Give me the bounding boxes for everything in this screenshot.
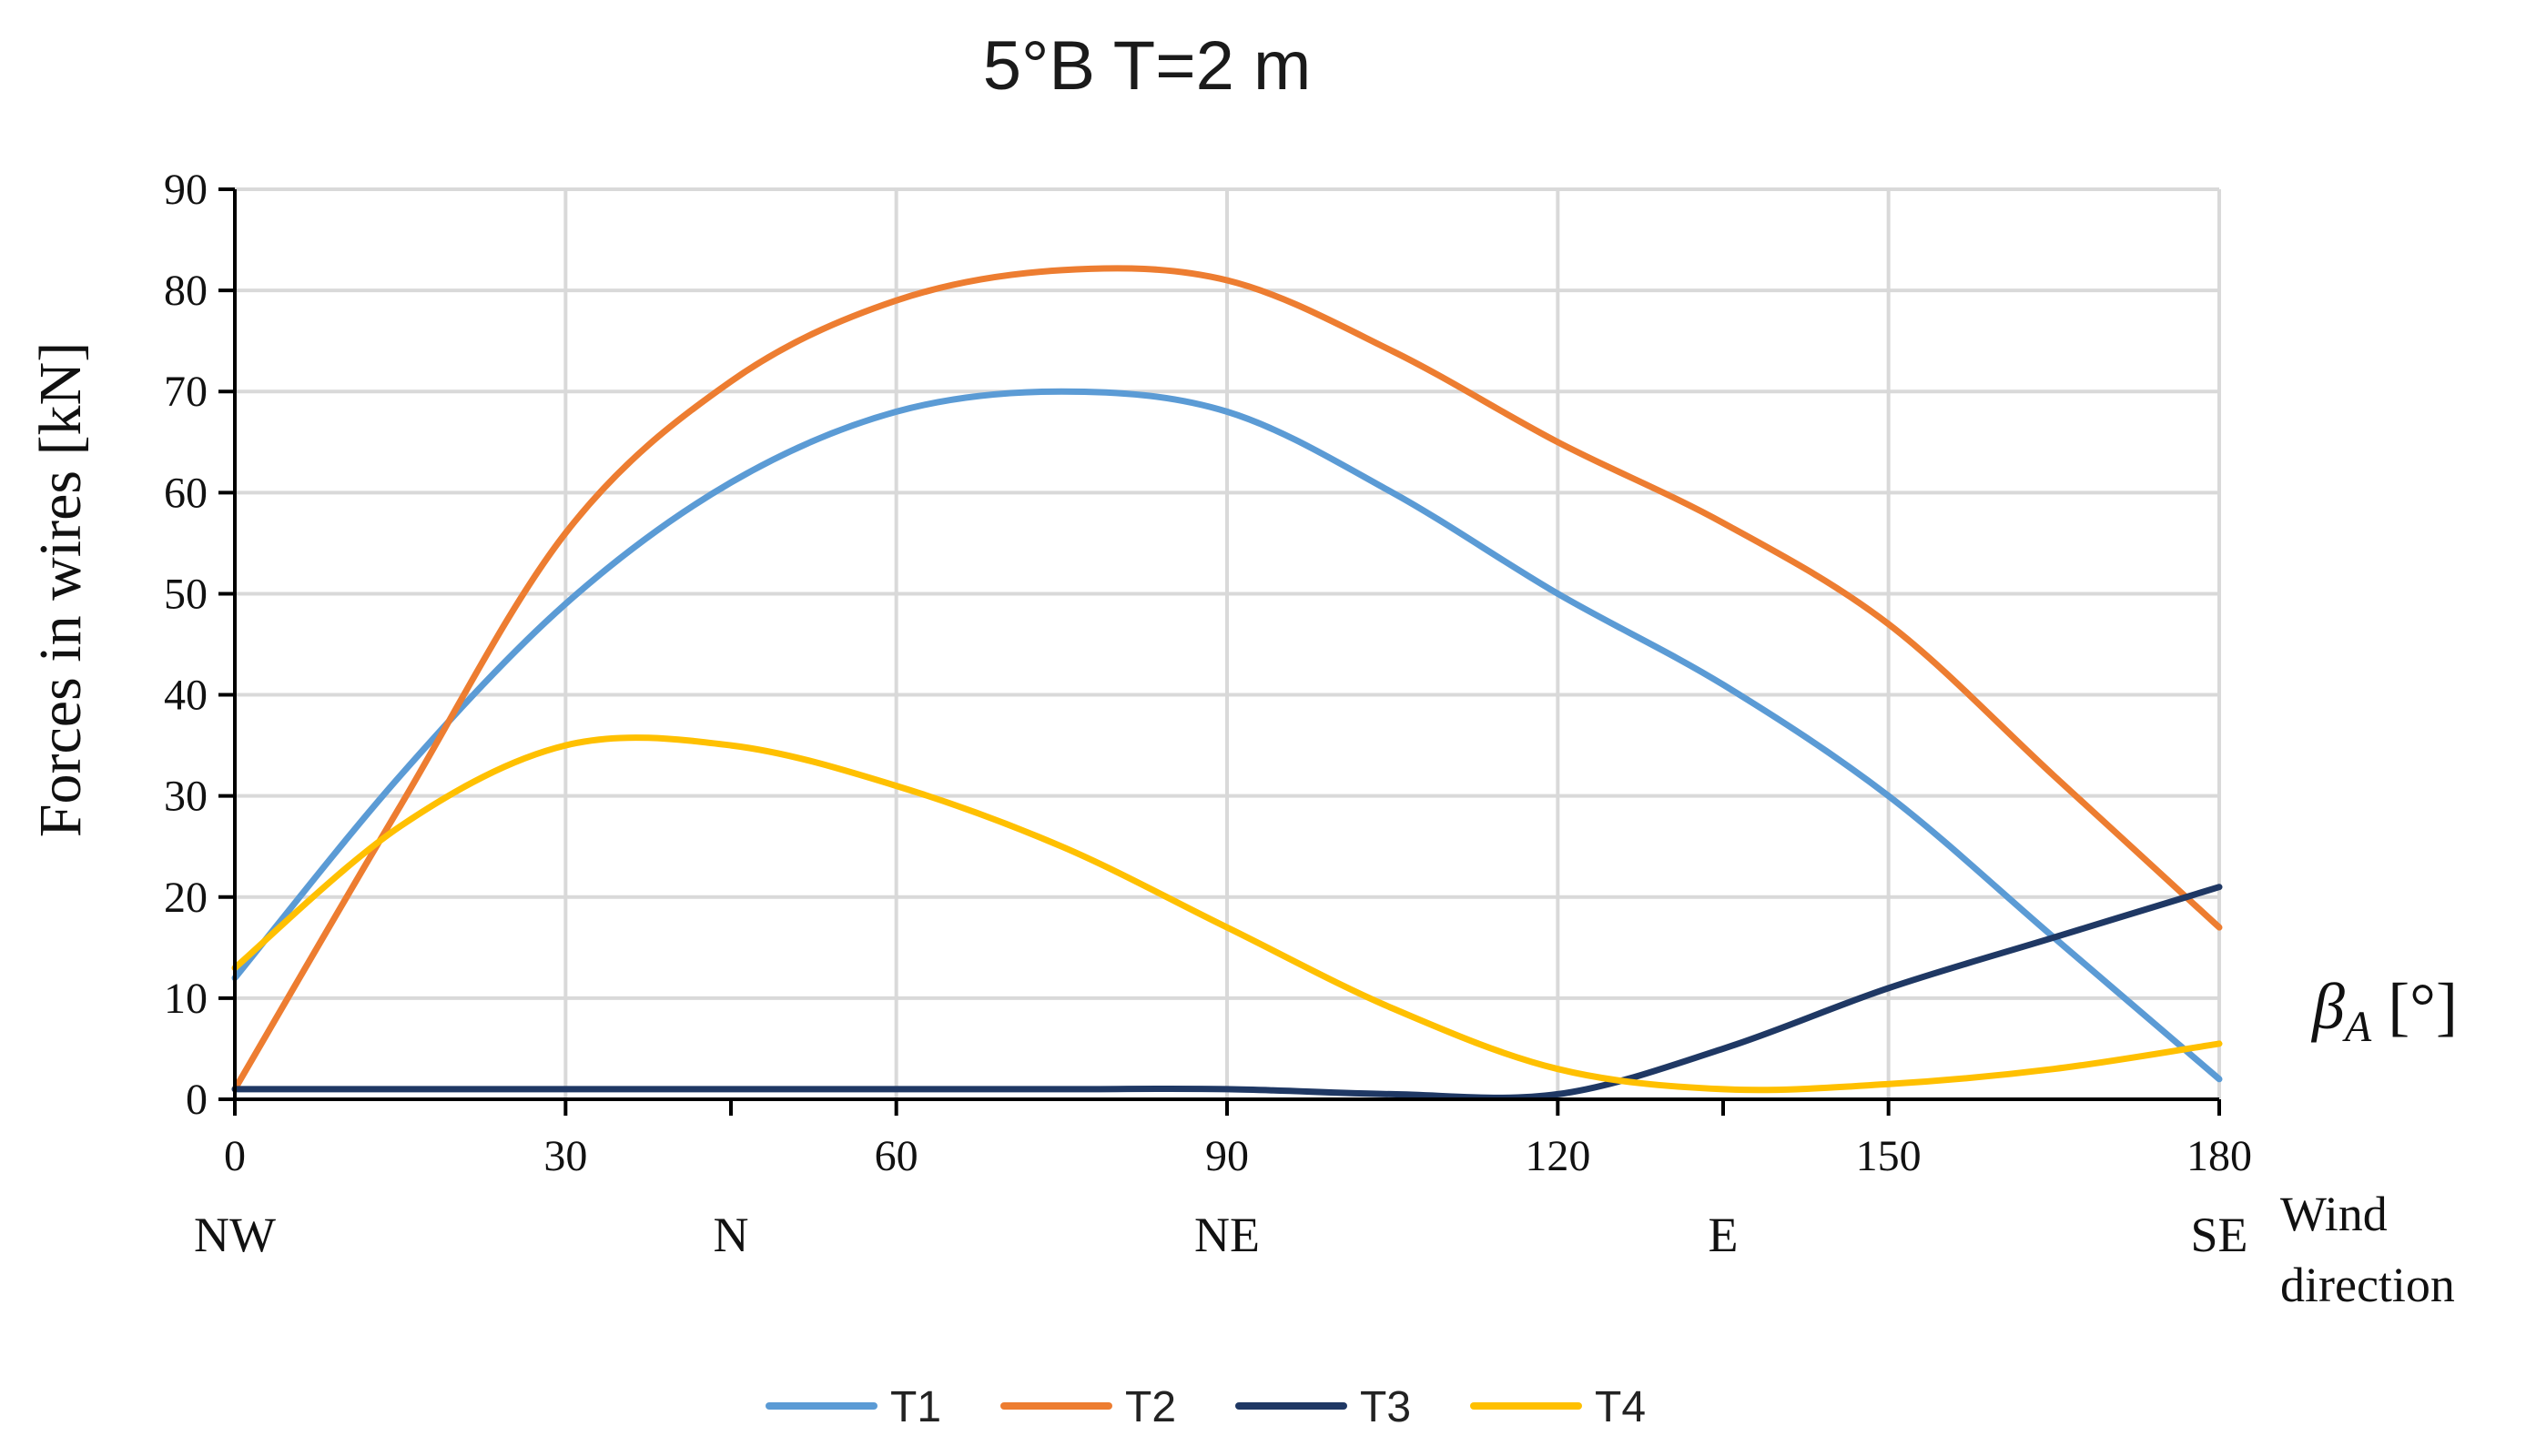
y-tick-label: 70 bbox=[164, 368, 208, 416]
x-axis-symbol: β bbox=[2310, 970, 2345, 1043]
y-tick-label: 20 bbox=[164, 874, 208, 922]
x-tick-label: 0 bbox=[224, 1132, 246, 1180]
y-tick-labels: 0 10 20 30 40 50 60 70 80 90 bbox=[164, 166, 208, 1124]
direction-labels: NW N NE E SE bbox=[194, 1208, 2248, 1262]
x-tick-label: 60 bbox=[875, 1132, 918, 1180]
series-line-t3 bbox=[231, 884, 2223, 1101]
y-tick-label: 10 bbox=[164, 975, 208, 1023]
x-axis-unit: [°] bbox=[2371, 970, 2458, 1043]
direction-label: E bbox=[1709, 1208, 1739, 1262]
direction-label: SE bbox=[2190, 1208, 2247, 1262]
legend: T1 T2 T3 T4 bbox=[766, 1383, 1646, 1431]
y-tick-label: 90 bbox=[164, 166, 208, 214]
direction-label: N bbox=[714, 1208, 749, 1262]
x-tick-label: 90 bbox=[1205, 1132, 1249, 1180]
direction-label: NW bbox=[194, 1208, 276, 1262]
x-axis-subscript: A bbox=[2342, 1003, 2372, 1051]
x-tick-label: 180 bbox=[2186, 1132, 2252, 1180]
y-tick-label: 40 bbox=[164, 672, 208, 720]
y-tick-label: 50 bbox=[164, 570, 208, 618]
axes bbox=[218, 187, 2221, 1116]
series-line-t1 bbox=[231, 388, 2223, 1083]
y-tick-label: 80 bbox=[164, 267, 208, 315]
gridlines bbox=[235, 187, 2221, 1099]
direction-title-line2: direction bbox=[2280, 1258, 2455, 1312]
x-tick-label: 150 bbox=[1856, 1132, 1922, 1180]
direction-title-line1: Wind bbox=[2280, 1187, 2388, 1241]
chart-title: 5°B T=2 m bbox=[983, 27, 1312, 105]
x-tick-label: 120 bbox=[1525, 1132, 1590, 1180]
legend-label-t2: T2 bbox=[1125, 1383, 1176, 1431]
direction-label: NE bbox=[1194, 1208, 1260, 1262]
y-tick-label: 60 bbox=[164, 469, 208, 517]
legend-label-t3: T3 bbox=[1360, 1383, 1411, 1431]
y-tick-label: 0 bbox=[186, 1076, 208, 1124]
series-line-t4 bbox=[231, 734, 2223, 1094]
y-axis-label: Forces in wires [kN] bbox=[27, 342, 94, 837]
legend-label-t1: T1 bbox=[890, 1383, 941, 1431]
legend-label-t4: T4 bbox=[1595, 1383, 1646, 1431]
y-tick-label: 30 bbox=[164, 773, 208, 821]
x-tick-labels: 0 30 60 90 120 150 180 bbox=[224, 1132, 2252, 1180]
series-line-t2 bbox=[231, 265, 2223, 1093]
x-axis-label: βA [°] bbox=[2310, 970, 2458, 1051]
x-tick-label: 30 bbox=[543, 1132, 587, 1180]
series-layer bbox=[231, 265, 2223, 1101]
